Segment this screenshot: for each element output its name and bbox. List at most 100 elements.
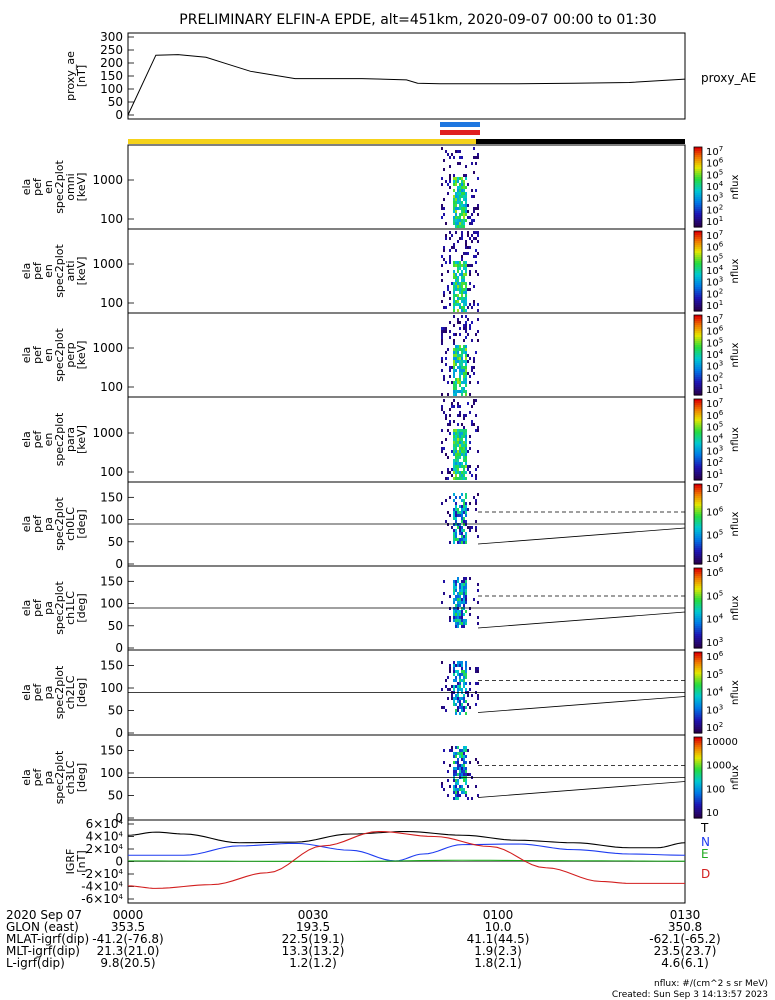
spectrogram-cell xyxy=(465,505,467,508)
spectrogram-cell xyxy=(465,348,467,351)
spectrogram-cell xyxy=(455,264,457,267)
colorbar-segment xyxy=(694,417,702,420)
colorbar-segment xyxy=(694,554,702,557)
colorbar-segment xyxy=(694,197,702,200)
spectrogram-cell xyxy=(455,369,457,372)
spectrogram-cell xyxy=(461,309,463,312)
spectrogram-cell xyxy=(455,622,457,625)
spectrogram-cell xyxy=(465,541,467,544)
spectrogram-cell xyxy=(453,183,455,186)
spectrogram-cell xyxy=(441,330,443,333)
colorbar-segment xyxy=(694,469,702,473)
colorbar-segment xyxy=(694,664,702,667)
spectrogram-cell xyxy=(455,204,457,207)
spectrogram-cell xyxy=(461,670,463,673)
spectrogram-cell xyxy=(455,231,457,234)
spectrogram-cell xyxy=(445,477,447,480)
spectrogram-cell xyxy=(453,441,455,444)
colorbar-segment xyxy=(694,516,702,519)
spectrogram-cell xyxy=(461,474,463,477)
spectrogram-cell xyxy=(469,667,471,670)
colorbar-segment xyxy=(694,147,702,150)
spectrogram-cell xyxy=(465,285,467,288)
spectrogram-cell xyxy=(457,318,459,321)
spectrogram-cell xyxy=(457,441,459,444)
spectrogram-cell xyxy=(465,447,467,450)
spectrogram-cell xyxy=(467,354,469,357)
colorbar-segment xyxy=(694,303,702,306)
spectrogram-cell xyxy=(463,261,465,264)
spectrogram-cell xyxy=(449,619,451,622)
spectrogram-cell xyxy=(453,601,455,604)
colorbar-segment xyxy=(694,755,702,758)
spectrogram-cell xyxy=(455,333,457,336)
spectrogram-cell xyxy=(443,159,445,162)
spectrogram-cell xyxy=(469,526,471,529)
spectrogram-cell xyxy=(463,324,465,327)
spectrogram-cell xyxy=(469,357,471,360)
spectrogram-cell xyxy=(467,773,469,776)
colorbar-segment xyxy=(694,237,702,240)
colorbar-segment xyxy=(694,429,702,432)
spectrogram-cell xyxy=(465,493,467,496)
spectrogram-cell xyxy=(465,390,467,393)
spectrogram-cell xyxy=(459,505,461,508)
spectrogram-cell xyxy=(463,538,465,541)
colorbar-segment xyxy=(694,777,702,781)
spectrogram-cell xyxy=(461,264,463,267)
spectrogram-cell xyxy=(455,183,457,186)
colorbar-segment xyxy=(694,413,702,416)
colorbar-label: nflux xyxy=(730,342,741,367)
colorbar-segment xyxy=(694,209,702,212)
spectrogram-cell xyxy=(459,673,461,676)
colorbar-segment xyxy=(694,255,702,258)
shadow-bar xyxy=(476,139,685,144)
spectrogram-cell xyxy=(455,462,457,465)
spectrogram-cell xyxy=(461,535,463,538)
spectrogram-cell xyxy=(453,616,455,619)
spectrogram-cell xyxy=(453,372,455,375)
spectrogram-cell xyxy=(465,586,467,589)
spectrogram-cell xyxy=(465,177,467,180)
spectrogram-cell xyxy=(459,532,461,535)
colorbar-segment xyxy=(694,225,702,228)
spectrogram-cell xyxy=(459,432,461,435)
spectrogram-cell xyxy=(461,749,463,752)
spectrogram-cells xyxy=(441,399,479,480)
spectrogram-cell xyxy=(453,619,455,622)
spectrogram-cell xyxy=(463,444,465,447)
spectrogram-cell xyxy=(467,797,469,800)
spectrogram-cell xyxy=(459,435,461,438)
spectrogram-cell xyxy=(453,324,455,327)
colorbar-segment xyxy=(694,512,702,515)
colorbar-segment xyxy=(694,714,702,718)
spectrogram-cell xyxy=(477,252,479,255)
spectrogram-cell xyxy=(447,429,449,432)
spectrogram-cell xyxy=(457,270,459,273)
colorbar-segment xyxy=(694,301,702,304)
spectrogram-cell xyxy=(453,465,455,468)
ytick-label: 6×104 xyxy=(86,817,124,831)
colorbar-segment xyxy=(694,660,702,663)
colorbar-segment xyxy=(694,325,702,328)
spectrogram-cell xyxy=(477,601,479,604)
spectrogram-cell xyxy=(455,453,457,456)
ytick-label: 50 xyxy=(108,789,123,803)
colorbar-segment xyxy=(694,765,702,768)
spectrogram-cell xyxy=(471,405,473,408)
spectrogram-cell xyxy=(463,348,465,351)
spectrogram-cell xyxy=(475,237,477,240)
colorbar-segment xyxy=(694,811,702,815)
colorbar-segment xyxy=(694,610,702,613)
spectrogram-cell xyxy=(461,354,463,357)
colorbar-segment xyxy=(694,544,702,547)
spectrogram-cell xyxy=(457,162,459,165)
colorbar-segment xyxy=(694,353,702,356)
spectrogram-cell xyxy=(455,393,457,396)
spectrogram-cell xyxy=(471,195,473,198)
spectrogram-cell xyxy=(441,408,443,411)
colorbar-segment xyxy=(694,401,702,404)
spectrogram-cell xyxy=(463,706,465,709)
colorbar-tick-label: 105 xyxy=(706,589,723,602)
